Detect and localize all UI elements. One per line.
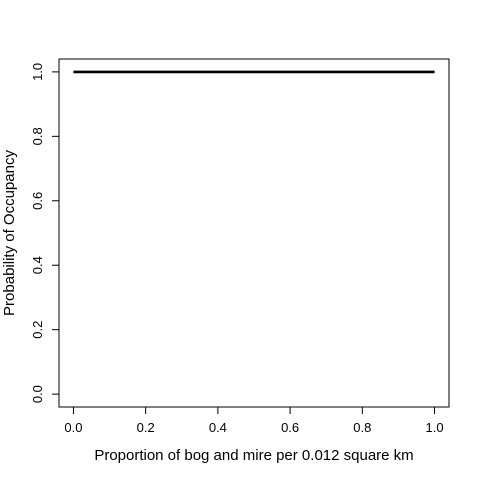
x-axis-title: Proportion of bog and mire per 0.012 squ… [94,447,413,464]
y-tick-label: 0.6 [30,192,45,210]
x-tick-label: 0.6 [281,420,299,435]
y-tick-label: 0.0 [30,385,45,403]
y-tick-label: 0.4 [30,256,45,274]
y-tick-label: 1.0 [30,63,45,81]
x-tick-label: 0.8 [353,420,371,435]
y-axis-title: Probability of Occupancy [1,150,18,316]
x-tick-label: 1.0 [426,420,444,435]
y-axis: 0.0 0.2 0.4 0.6 0.8 1.0 [30,63,60,403]
y-tick-label: 0.2 [30,321,45,339]
plot-frame [58,58,450,408]
x-tick-label: 0.2 [137,420,155,435]
x-tick-label: 0.0 [64,420,82,435]
x-axis: 0.0 0.2 0.4 0.6 0.8 1.0 [64,406,444,435]
x-tick-label: 0.4 [209,420,227,435]
y-tick-label: 0.8 [30,127,45,145]
